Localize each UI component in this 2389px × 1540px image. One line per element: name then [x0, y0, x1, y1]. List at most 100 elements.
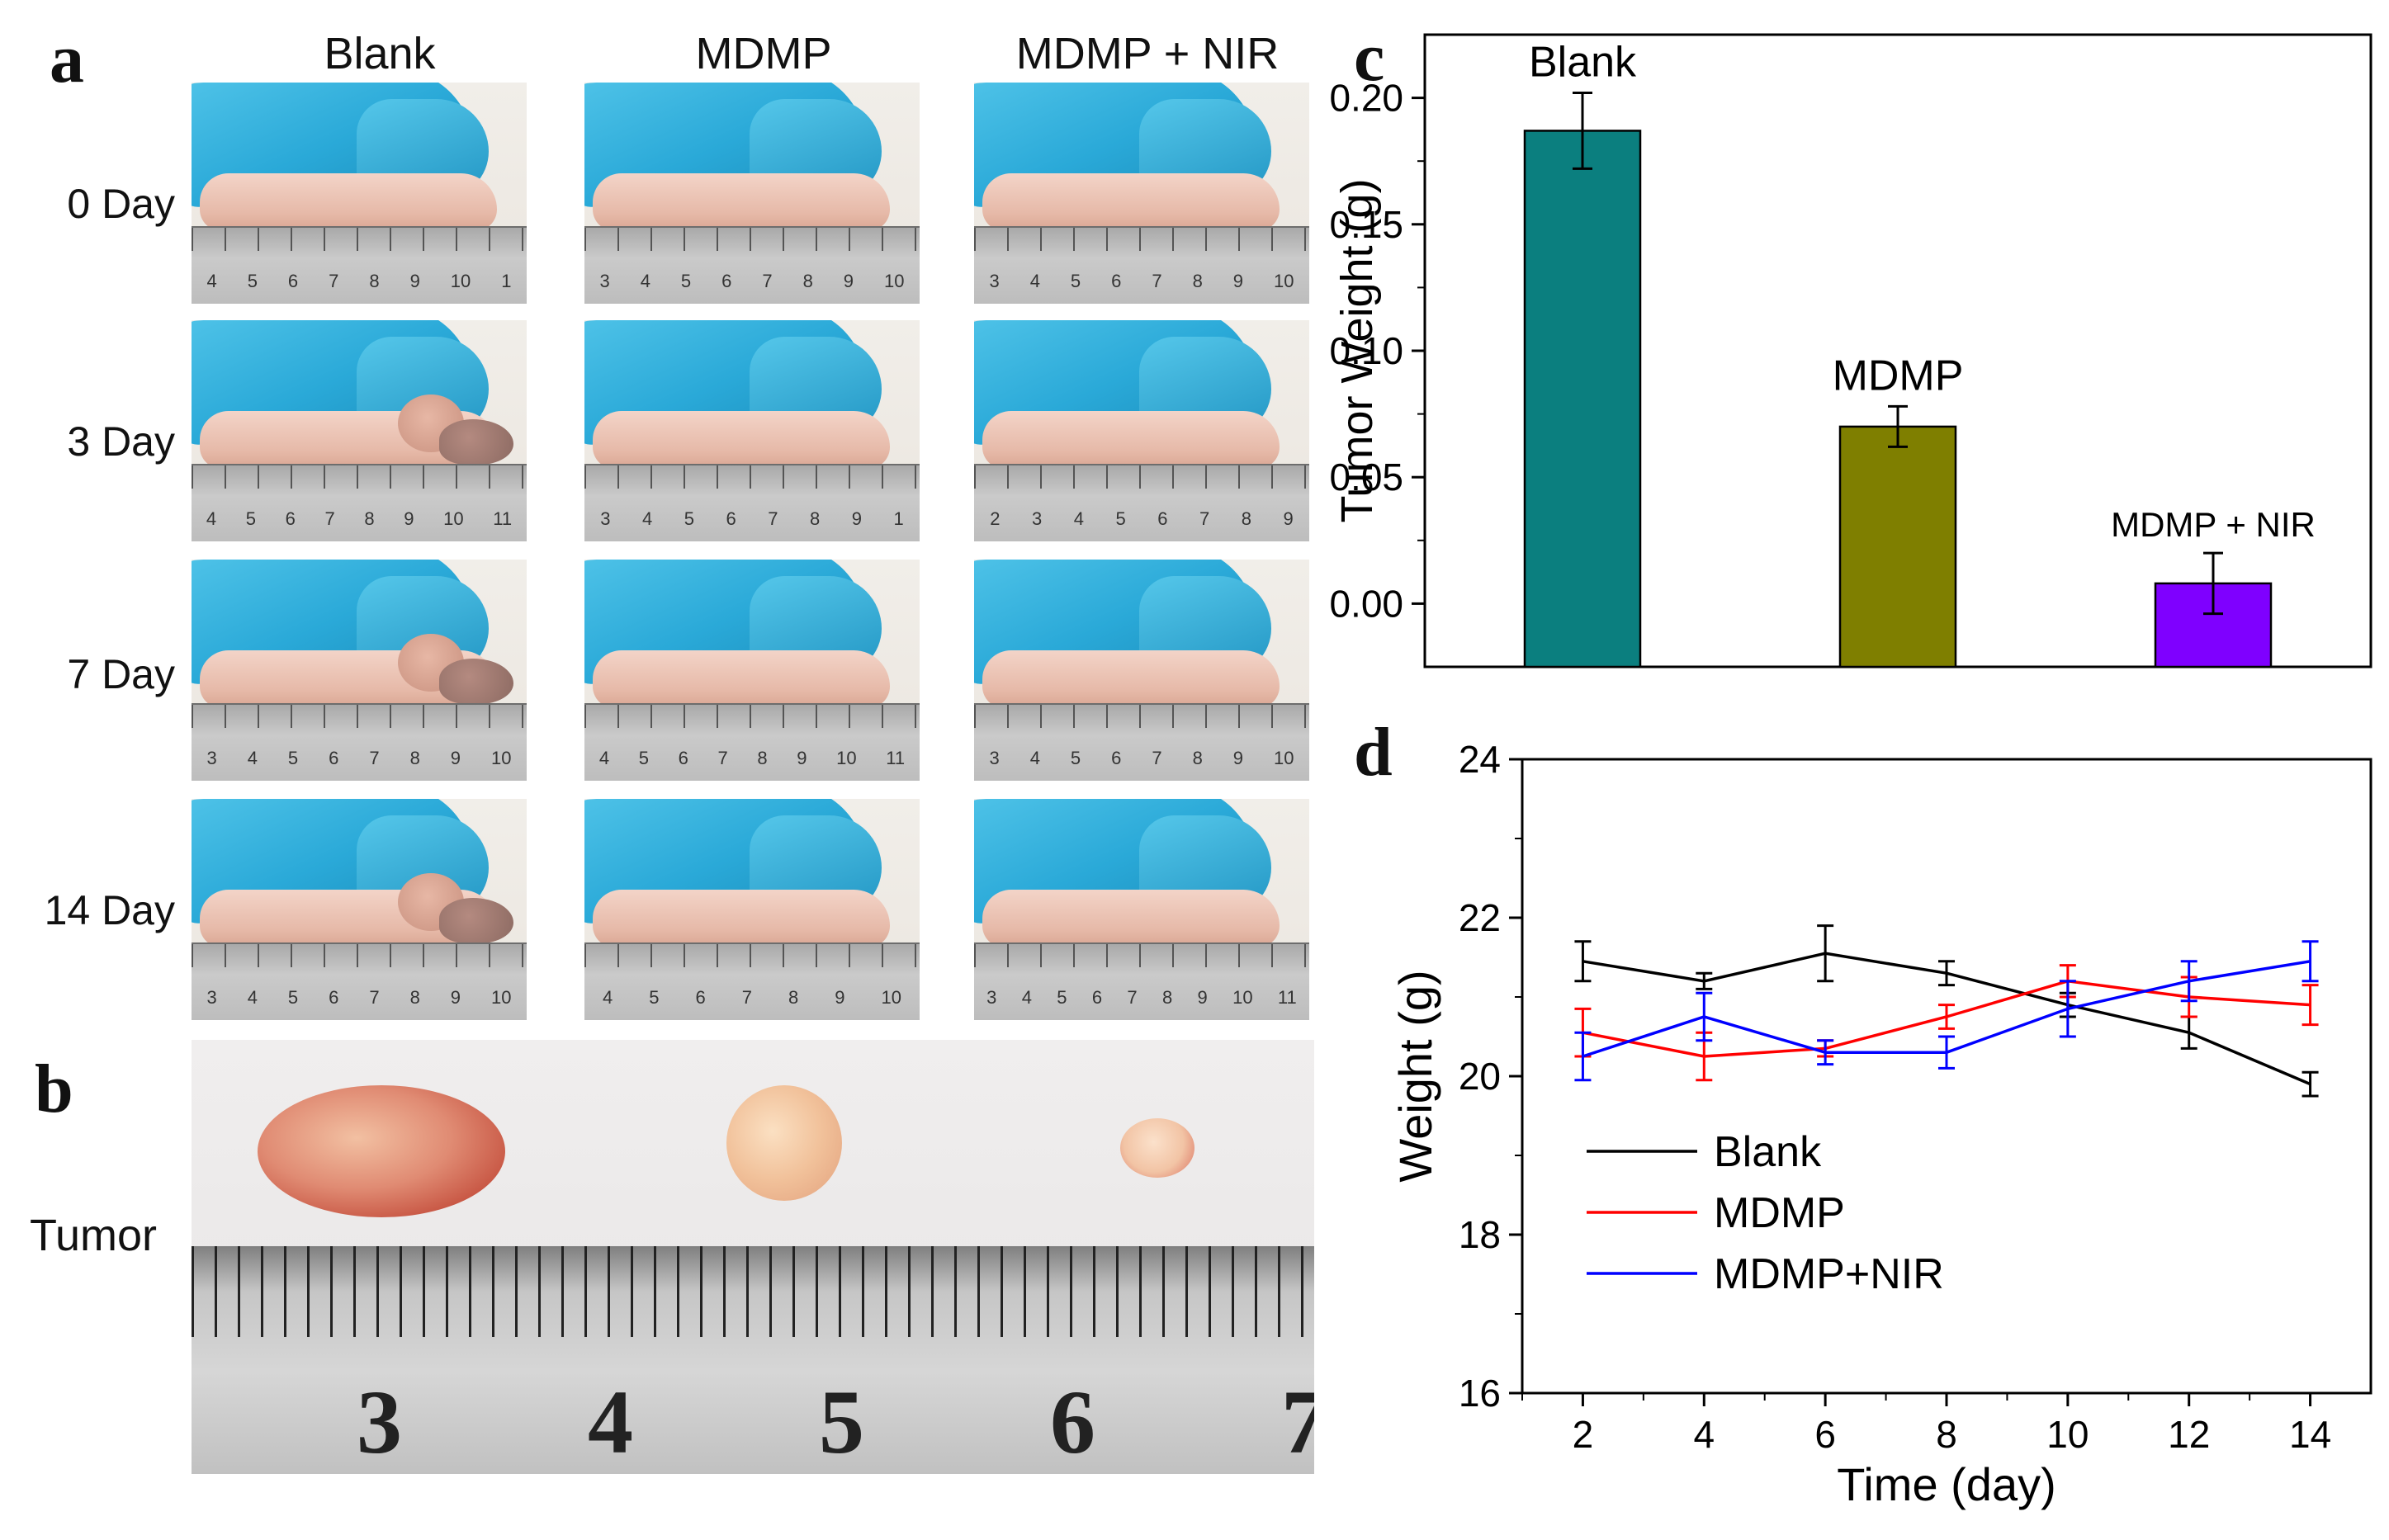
photo-ruler: 4 5 6 7 8 9 10 11 [192, 464, 527, 541]
ruler-number: 1 [893, 508, 904, 529]
ruler-number: 9 [797, 748, 807, 768]
ruler-number: 7 [1152, 748, 1162, 768]
ruler-number: 9 [1232, 271, 1244, 291]
tumor-mdmp-nir [1120, 1118, 1194, 1178]
tumor-blank [258, 1085, 505, 1217]
ruler-number: 6 [695, 987, 706, 1008]
plot-frame [1521, 758, 2372, 1395]
ruler-number: 9 [843, 271, 854, 291]
ruler-number: 7 [1127, 987, 1138, 1008]
mouse-photo-mdmp-nir-day-row0: 3 4 5 6 7 8 9 10 [974, 83, 1309, 304]
ruler-number: 5 [247, 271, 258, 291]
panel-a-letter: a [50, 21, 84, 97]
mouse-photo-mdmp-day-row2: 4 5 6 7 8 9 10 11 [584, 560, 920, 781]
mouse-head [439, 659, 513, 704]
ruler-number: 6 [287, 271, 299, 291]
ruler-number: 8 [409, 987, 420, 1008]
ruler-number: 3 [600, 508, 611, 529]
ruler-number: 10 [491, 987, 512, 1008]
photo-ruler: 4 5 6 7 8 9 10 11 [584, 703, 920, 781]
mouse [200, 634, 513, 708]
ruler-number: 7 [762, 271, 773, 291]
mouse [593, 890, 890, 947]
mouse-photo-mdmp-nir-day-row2: 3 4 5 6 7 8 9 10 [974, 560, 1309, 781]
ruler-number: 7 [717, 748, 728, 768]
ruler-number: 8 [788, 987, 799, 1008]
y-axis-label: Tumor Weight (g) [1332, 178, 1382, 522]
tumor-photo: 3 4 5 6 7 [192, 1040, 1314, 1474]
mouse-photo-mdmp-day-row3: 4 5 6 7 8 9 10 [584, 799, 920, 1020]
ruler-number: 10 [1232, 987, 1253, 1008]
mouse [982, 411, 1280, 469]
mouse-photo-mdmp-day-row1: 3 4 5 6 7 8 9 1 [584, 320, 920, 541]
panel-c-letter: c [1354, 19, 1385, 96]
ruler-number: 7 [1199, 508, 1210, 529]
ruler-number: 8 [802, 271, 813, 291]
ruler-number: 4 [247, 748, 258, 768]
ruler-number: 8 [810, 508, 821, 529]
ruler-number: 11 [493, 508, 513, 529]
y-axis-label: Weight (g) [1389, 970, 1441, 1182]
x-tick-label: 14 [2289, 1413, 2331, 1456]
ruler-number: 4 [588, 1372, 633, 1472]
ruler-number: 9 [1197, 987, 1208, 1008]
ruler-number: 3 [986, 987, 997, 1008]
ruler-number: 5 [287, 748, 299, 768]
ruler-number: 9 [1232, 748, 1244, 768]
ruler-number: 5 [1115, 508, 1126, 529]
mouse-head [439, 419, 513, 465]
x-tick-label: 6 [1814, 1413, 1836, 1456]
mouse-photo-blank-day-row2: 3 4 5 6 7 8 9 10 [192, 560, 527, 781]
ruler-number: 7 [324, 508, 335, 529]
y-tick-label: 24 [1459, 738, 1501, 781]
row-label-day14: 14 Day [44, 887, 175, 933]
photo-ruler: 4 5 6 7 8 9 10 [584, 942, 920, 1020]
mouse-photo-mdmp-nir-day-row3: 3 4 5 6 7 8 9 10 11 [974, 799, 1309, 1020]
ruler-number: 8 [757, 748, 768, 768]
ruler-number: 7 [768, 508, 778, 529]
mouse [982, 650, 1280, 708]
ruler-number: 9 [404, 508, 414, 529]
legend-label: Blank [1714, 1128, 1822, 1176]
ruler-number: 7 [1281, 1372, 1314, 1472]
mouse [982, 890, 1280, 947]
x-tick-label: 8 [1936, 1413, 1957, 1456]
ruler-number: 8 [364, 508, 375, 529]
ruler-number: 9 [1283, 508, 1294, 529]
ruler-number: 7 [369, 748, 380, 768]
ruler-number: 4 [603, 987, 613, 1008]
ruler-number: 10 [443, 508, 464, 529]
mouse [200, 173, 497, 231]
ruler-number: 5 [638, 748, 649, 768]
ruler-number: 10 [884, 271, 905, 291]
photo-ruler: 3 4 5 6 7 8 9 10 [584, 226, 920, 304]
photo-ruler: 3 4 5 6 7 8 9 10 [192, 942, 527, 1020]
bar-label: Blank [1529, 38, 1637, 86]
ruler-number: 6 [1111, 748, 1122, 768]
ruler-number: 9 [835, 987, 845, 1008]
ruler-number: 6 [721, 271, 732, 291]
ruler-number: 5 [1070, 271, 1081, 291]
ruler-number: 8 [1192, 748, 1203, 768]
mouse [200, 873, 513, 947]
ruler-number: 7 [741, 987, 752, 1008]
ruler-number: 3 [1032, 508, 1043, 529]
ruler-number: 4 [206, 508, 217, 529]
ruler-number: 5 [649, 987, 660, 1008]
ruler-number: 6 [1050, 1372, 1095, 1472]
ruler-number: 8 [1192, 271, 1203, 291]
photo-ruler: 3 4 5 6 7 8 9 10 [974, 226, 1309, 304]
y-tick-label: 16 [1459, 1372, 1501, 1415]
photo-ruler: 3 4 5 6 7 8 9 1 [584, 464, 920, 541]
y-tick-label: 0.00 [1329, 582, 1403, 625]
bar-label: MDMP [1833, 352, 1964, 399]
ruler-number: 2 [990, 508, 1001, 529]
y-tick-label: 20 [1459, 1055, 1501, 1098]
x-tick-label: 2 [1573, 1413, 1594, 1456]
ruler-number: 7 [369, 987, 380, 1008]
ruler-number: 4 [1073, 508, 1084, 529]
photo-ruler: 4 5 6 7 8 9 10 1 [192, 226, 527, 304]
ruler-number: 5 [1057, 987, 1067, 1008]
ruler-number: 10 [1274, 748, 1294, 768]
ruler-number: 3 [206, 748, 217, 768]
